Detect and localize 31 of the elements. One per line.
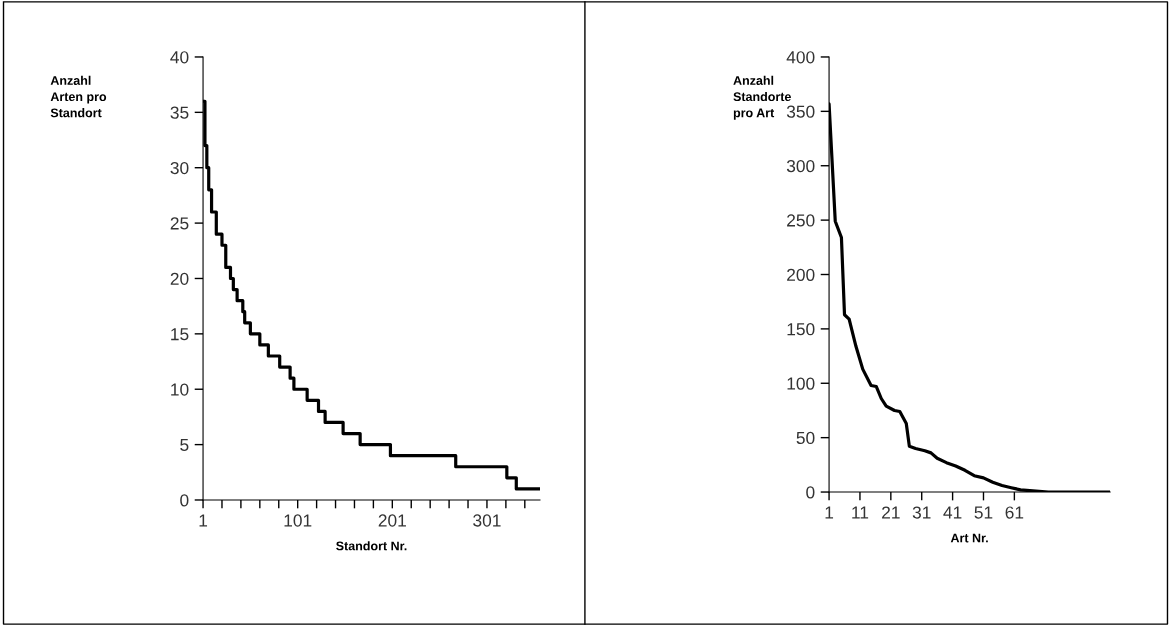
y-tick-label: 25 [170,217,189,230]
x-tick-label: 61 [1005,506,1024,519]
y-axis-title: Anzahl Arten pro Standort [50,75,107,118]
x-tick-label: 11 [852,506,869,519]
y-tick-label: 300 [786,159,815,173]
x-tick-label: 201 [378,514,406,527]
y-tick-label: 150 [787,323,815,336]
y-tick-label: 20 [170,272,189,285]
y-tick-label: 35 [170,106,189,119]
y-tick-label: 250 [787,214,815,227]
y-tick-label: 0 [806,486,815,499]
y-tick-label: 0 [180,494,189,507]
y-tick-label: 5 [180,438,189,452]
x-tick-label: 21 [882,506,900,519]
x-axis-title: Standort Nr. [336,541,407,551]
x-axis-title: Art Nr. [950,533,988,543]
y-tick-label: 10 [171,383,189,396]
x-tick-label: 1 [199,514,208,527]
y-tick-label: 50 [796,431,815,445]
y-tick-label: 40 [170,51,189,64]
y-tick-label: 400 [786,51,815,64]
x-tick-label: 301 [473,514,501,527]
x-tick-label: 1 [825,506,834,519]
x-tick-label: 51 [974,506,993,519]
y-tick-label: 15 [171,328,189,341]
x-tick-label: 31 [912,506,931,519]
y-tick-label: 30 [170,161,189,175]
y-tick-label: 100 [787,377,815,390]
x-tick-label: 41 [943,506,962,519]
y-tick-label: 200 [787,268,815,281]
x-tick-label: 101 [284,514,312,527]
